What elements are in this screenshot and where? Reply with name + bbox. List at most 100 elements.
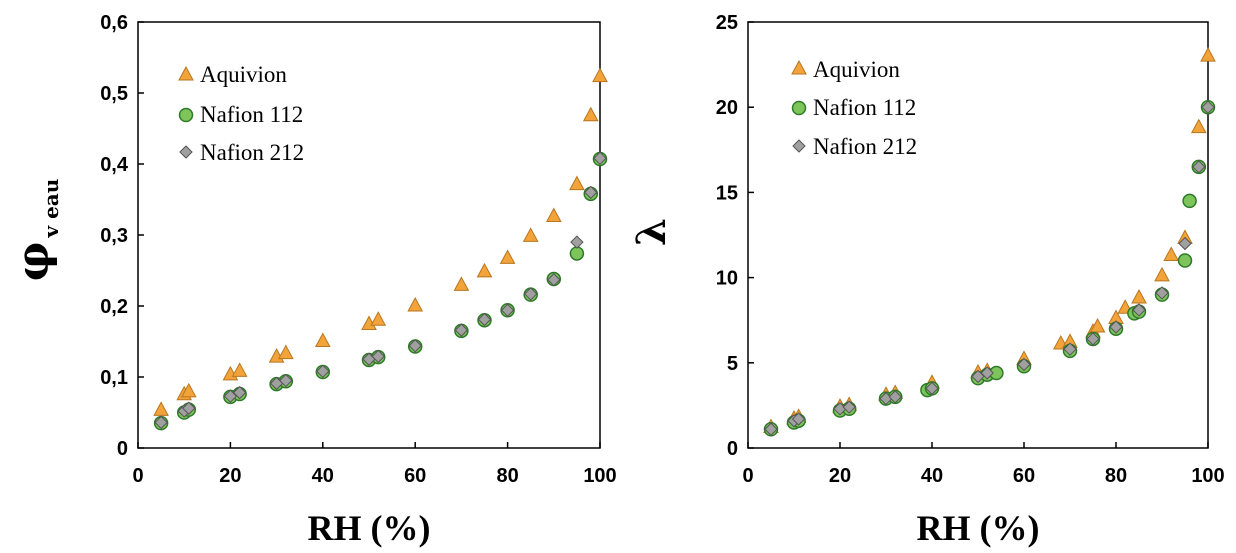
legend-label-nafion112-left: Nafion 112	[200, 102, 303, 127]
right-tick-marks	[747, 21, 1209, 449]
data-point	[522, 227, 539, 242]
left-x-axis-label: RH (%)	[308, 508, 431, 548]
data-point	[500, 303, 515, 317]
data-point	[370, 311, 387, 326]
right-x-tick-label: 100	[1191, 465, 1224, 487]
left-x-tick-label: 20	[219, 465, 241, 487]
data-point	[764, 422, 778, 436]
left-y-tick-labels: 0 0,1 0,2 0,3 0,4 0,5 0,6	[100, 12, 129, 460]
data-point	[592, 67, 608, 83]
left-y-axis-label: φ v eau	[8, 179, 63, 282]
data-point	[1177, 253, 1193, 268]
right-data-points	[763, 47, 1216, 437]
left-y-tick-label: 0,4	[100, 154, 129, 176]
data-point	[316, 364, 330, 379]
left-y-axis-subscript: v eau	[39, 179, 63, 239]
left-x-tick-label: 40	[312, 465, 334, 487]
right-x-tick-label: 0	[742, 465, 753, 487]
legend-label-nafion112-right: Nafion 112	[813, 95, 916, 120]
data-point	[407, 296, 424, 312]
left-x-tick-label: 60	[404, 465, 426, 487]
left-x-tick-label: 80	[496, 465, 518, 487]
left-tick-marks	[137, 21, 601, 449]
left-x-tick-label: 0	[132, 465, 143, 487]
left-series-aquivion	[153, 67, 608, 416]
data-point	[1063, 342, 1077, 356]
data-point	[232, 385, 247, 400]
data-point	[1178, 236, 1192, 251]
chart-right: 0 5 10 15 20 25 0 20 40 60 80 100 Aquivion Nafion …	[628, 12, 1225, 548]
right-y-tick-label: 25	[716, 12, 738, 34]
svg-text:φv eau: φ v eau	[8, 179, 63, 282]
data-point	[545, 207, 562, 223]
right-x-tick-label: 20	[829, 465, 851, 487]
data-point	[523, 287, 538, 301]
left-legend: Aquivion Nafion 112 Nafion 212	[178, 62, 304, 165]
legend-label-nafion212-left: Nafion 212	[200, 140, 304, 165]
data-point	[1190, 118, 1207, 134]
left-data-points	[153, 67, 608, 431]
data-point	[1182, 193, 1197, 209]
data-point	[1192, 160, 1206, 174]
legend-marker-nafion112-right	[791, 100, 807, 116]
data-point	[1163, 246, 1180, 261]
legend-label-aquivion-right: Aquivion	[813, 57, 900, 82]
data-point	[593, 151, 607, 166]
left-x-tick-label: 100	[583, 465, 616, 487]
data-point	[1132, 303, 1146, 317]
data-point	[582, 106, 599, 122]
legend-marker-nafion112-left	[178, 107, 194, 123]
data-point	[547, 273, 561, 287]
data-point	[154, 415, 168, 430]
data-point	[408, 339, 422, 353]
legend-label-nafion212-right: Nafion 212	[813, 134, 917, 159]
data-point	[1200, 47, 1216, 62]
data-point	[1086, 332, 1100, 346]
data-point	[570, 235, 584, 249]
right-x-tick-labels: 0 20 40 60 80 100	[742, 465, 1224, 487]
left-y-tick-label: 0,1	[100, 367, 128, 389]
data-point	[1017, 357, 1031, 372]
data-point	[1089, 317, 1106, 333]
data-point	[476, 262, 493, 278]
legend-marker-nafion212-right	[792, 139, 806, 153]
right-x-axis-label: RH (%)	[917, 508, 1040, 548]
left-y-tick-label: 0,3	[100, 225, 128, 247]
right-y-tick-label: 5	[727, 353, 738, 375]
data-point	[980, 366, 994, 380]
right-series-nafion-212	[764, 100, 1215, 436]
data-point	[314, 332, 331, 347]
data-point	[584, 185, 598, 200]
data-point	[925, 381, 939, 396]
data-point	[1201, 100, 1215, 114]
data-point	[791, 412, 806, 426]
data-point	[1154, 266, 1170, 282]
legend-marker-nafion212-left	[179, 145, 193, 159]
legend-label-aquivion-left: Aquivion	[200, 62, 287, 87]
right-y-tick-label: 0	[727, 438, 738, 460]
data-point	[453, 276, 470, 291]
right-y-tick-label: 20	[716, 97, 738, 119]
left-y-tick-label: 0,2	[100, 296, 128, 318]
data-point	[153, 401, 169, 416]
data-point	[231, 362, 248, 377]
left-series-nafion-112	[153, 151, 608, 431]
data-point	[278, 344, 294, 360]
data-point	[279, 373, 293, 388]
right-y-tick-label: 15	[716, 182, 738, 204]
data-point	[499, 249, 516, 264]
right-y-tick-label: 10	[716, 268, 738, 290]
chart-left: 0 0,1 0,2 0,3 0,4 0,5 0,6 0 20 40 60 80 100 Aquivio…	[8, 12, 617, 548]
data-point	[1131, 288, 1147, 304]
data-point	[477, 312, 492, 327]
legend-marker-aquivion-right	[791, 59, 807, 75]
left-y-tick-label: 0,5	[100, 83, 128, 105]
data-point	[888, 390, 902, 404]
left-x-tick-labels: 0 20 40 60 80 100	[132, 465, 616, 487]
right-x-tick-label: 60	[1013, 465, 1035, 487]
plot-area-right	[747, 21, 1209, 449]
legend-marker-aquivion-left	[178, 65, 194, 81]
data-point	[371, 349, 385, 364]
data-point	[1109, 320, 1123, 334]
